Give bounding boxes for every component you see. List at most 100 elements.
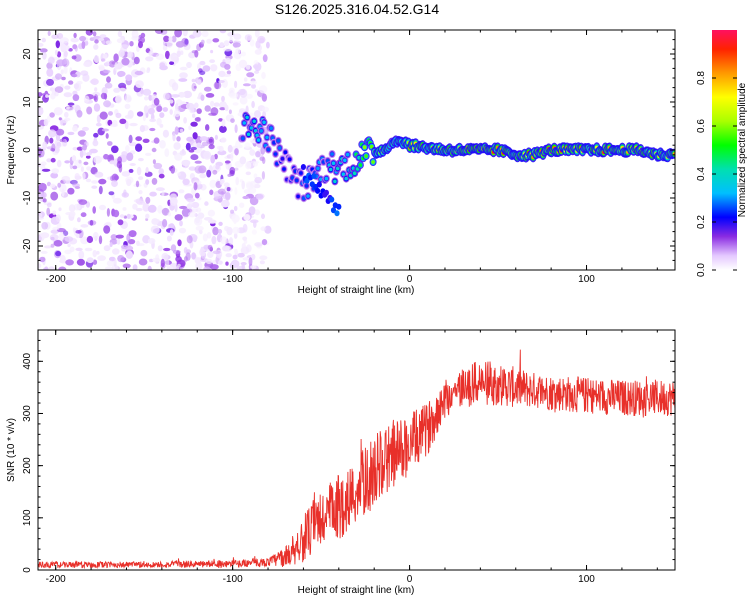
noise-blob — [188, 125, 192, 131]
noise-blob — [106, 260, 114, 267]
noise-blob — [72, 104, 81, 111]
ridge-core — [280, 156, 285, 161]
noise-blob — [71, 55, 77, 60]
noise-blob — [149, 118, 157, 123]
noise-blob — [261, 93, 267, 102]
noise-blob — [242, 236, 248, 241]
noise-blob — [89, 148, 98, 154]
noise-blob — [234, 80, 238, 89]
noise-blob — [210, 100, 215, 107]
noise-blob — [145, 179, 150, 185]
y-tick-label: 200 — [22, 457, 33, 474]
noise-blob — [53, 107, 63, 116]
noise-blob — [52, 210, 57, 216]
noise-blob — [229, 166, 236, 175]
ridge-core — [242, 121, 247, 125]
noise-blob — [179, 72, 188, 79]
noise-blob — [118, 49, 125, 58]
noise-blob — [156, 105, 163, 112]
noise-blob — [63, 65, 68, 74]
noise-blob — [168, 99, 174, 104]
noise-blob — [164, 258, 170, 268]
noise-blob — [58, 232, 65, 241]
noise-blob — [250, 160, 260, 164]
noise-blob — [117, 30, 123, 38]
noise-blob — [151, 218, 159, 225]
noise-blob — [58, 266, 67, 270]
noise-blob — [82, 143, 87, 151]
noise-blob — [192, 30, 202, 38]
noise-blob — [138, 176, 144, 181]
noise-blob — [232, 42, 241, 48]
noise-blob — [38, 147, 43, 156]
noise-blob — [197, 63, 201, 70]
noise-blob — [227, 144, 233, 153]
noise-blob — [255, 40, 261, 49]
noise-blob — [64, 111, 69, 118]
ridge-core — [290, 176, 295, 180]
noise-blob — [224, 63, 231, 70]
noise-blob — [235, 48, 241, 55]
noise-blob — [181, 159, 191, 167]
noise-blob — [90, 78, 99, 85]
noise-blob — [166, 266, 174, 270]
noise-blob — [86, 257, 94, 264]
noise-blob — [232, 226, 240, 235]
noise-blob — [112, 197, 122, 204]
noise-blob — [195, 225, 204, 231]
noise-blob — [129, 163, 136, 166]
noise-blob — [77, 130, 86, 137]
noise-blob — [92, 231, 99, 241]
noise-blob — [191, 82, 197, 92]
noise-blob — [199, 173, 207, 179]
noise-blob — [185, 142, 191, 151]
noise-blob — [41, 37, 46, 43]
ridge-core — [344, 176, 349, 181]
noise-blob — [182, 30, 188, 37]
noise-blob — [218, 145, 224, 152]
noise-blob — [92, 31, 97, 37]
noise-blob — [111, 145, 119, 154]
noise-blob — [113, 258, 117, 267]
noise-blob — [65, 259, 74, 266]
noise-blob — [188, 211, 197, 218]
noise-blob — [240, 51, 246, 57]
colorbar-tick-label: 0.2 — [696, 215, 707, 229]
y-tick-label: 400 — [22, 353, 33, 370]
noise-blob — [119, 214, 125, 218]
noise-blob — [193, 182, 198, 191]
snr-frame — [37, 329, 676, 571]
noise-blob — [39, 48, 48, 53]
ridge-core — [294, 178, 299, 183]
ridge-core — [241, 136, 245, 141]
noise-blob — [38, 42, 44, 47]
noise-blob — [214, 153, 218, 160]
noise-blob — [119, 118, 127, 125]
noise-blob — [125, 176, 134, 184]
noise-blob — [162, 219, 168, 228]
noise-blob — [174, 30, 182, 38]
noise-blob — [115, 234, 124, 239]
noise-blob — [124, 120, 129, 130]
noise-blob — [191, 78, 196, 83]
noise-blob — [128, 230, 137, 238]
noise-blob — [94, 39, 99, 44]
ridge-core — [362, 145, 367, 149]
noise-blob — [254, 110, 261, 118]
noise-blob — [237, 252, 245, 258]
x-tick-label: 0 — [407, 274, 413, 285]
noise-blob — [194, 192, 200, 199]
noise-blob — [46, 115, 51, 123]
noise-blob — [112, 248, 120, 255]
ridge-core — [348, 173, 353, 178]
noise-blob — [50, 191, 59, 201]
noise-blob — [55, 250, 62, 257]
noise-blob — [80, 224, 89, 228]
noise-blob — [93, 155, 102, 164]
noise-blob — [222, 73, 231, 77]
noise-blob — [163, 35, 170, 42]
noise-blob — [99, 204, 106, 211]
noise-blob — [219, 125, 227, 133]
noise-blob — [171, 35, 177, 43]
